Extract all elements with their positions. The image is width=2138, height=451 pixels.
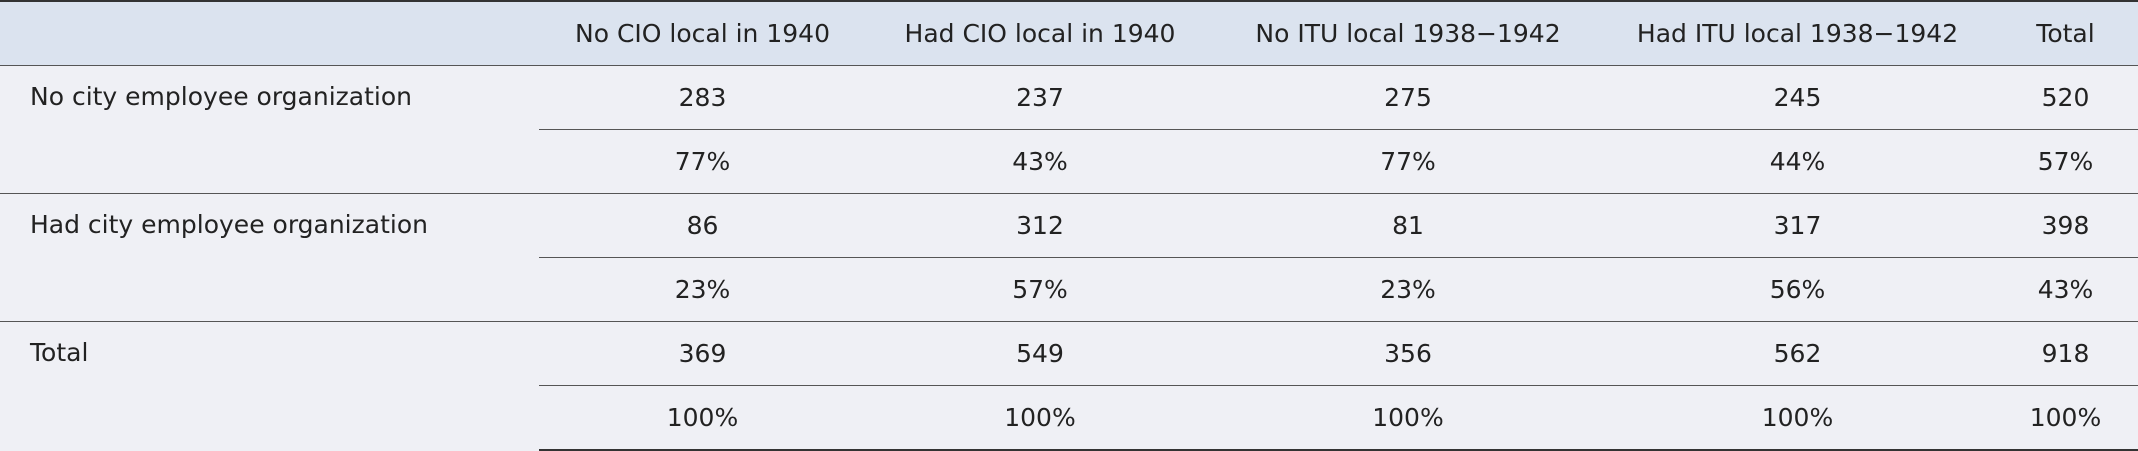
count-cell: 86 (539, 193, 866, 258)
count-cell: 237 (1016, 83, 1064, 112)
percent-cell: 57% (1993, 129, 2138, 194)
count-row: No city employee organization 283 237 275 24… (0, 66, 2138, 130)
column-header: Had ITU local 1938−1942 (1602, 0, 1993, 66)
count-cell: 918 (1993, 321, 2138, 386)
count-cell: 317 (1602, 193, 1993, 258)
count-cell: 549 (866, 321, 1214, 386)
count-cell: 245 (1773, 83, 1822, 112)
count-cell: 283 (678, 83, 727, 112)
percent-cell: 100% (1602, 385, 1993, 451)
row-label: Total (0, 321, 539, 450)
row-label: Had city employee organization (0, 193, 539, 322)
percent-cell: 100% (1214, 385, 1602, 451)
count-cell: 356 (1214, 321, 1602, 386)
column-header: Had CIO local in 1940 (866, 0, 1214, 66)
count-cell: 369 (539, 321, 866, 386)
percent-cell: 56% (1602, 257, 1993, 322)
header-row: No CIO local in 1940 Had CIO local in 194… (0, 0, 2138, 66)
percent-cell: 100% (539, 385, 866, 451)
count-cell: 275 (1384, 83, 1432, 112)
percent-cell: 100% (866, 385, 1214, 451)
percent-cell: 23% (1214, 257, 1602, 322)
percent-cell: 100% (1993, 385, 2138, 451)
percent-cell: 77% (539, 129, 866, 194)
count-cell: 398 (1993, 193, 2138, 258)
percent-row: 23% 57% 23% 56% 43% (0, 257, 2138, 322)
percent-cell: 57% (866, 257, 1214, 322)
column-header: Total (1993, 0, 2138, 66)
percent-row: 77% 43% 77% 44% 57% (0, 129, 2138, 194)
count-cell: 81 (1214, 193, 1602, 258)
percent-cell: 23% (539, 257, 866, 322)
corner-cell (0, 0, 539, 66)
percent-cell: 44% (1602, 129, 1993, 194)
percent-cell: 77% (1214, 129, 1602, 194)
percent-cell: 43% (1993, 257, 2138, 322)
count-cell: 520 (2041, 83, 2090, 112)
table-body: No city employee organization 283 237 275 24… (0, 66, 2138, 451)
percent-row: 100% 100% 100% 100% 100% (0, 385, 2138, 451)
column-header: No ITU local 1938−1942 (1214, 0, 1602, 66)
table-header: No CIO local in 1940 Had CIO local in 194… (0, 0, 2138, 66)
column-header: No CIO local in 1940 (539, 0, 866, 66)
count-row: Had city employee organization 86 312 81 317… (0, 193, 2138, 322)
count-row: Total 369 549 356 562 918 (0, 321, 2138, 450)
row-label: No city employee organization (30, 82, 412, 111)
count-cell: 312 (866, 193, 1214, 258)
percent-cell: 43% (866, 129, 1214, 194)
count-cell: 562 (1602, 321, 1993, 386)
